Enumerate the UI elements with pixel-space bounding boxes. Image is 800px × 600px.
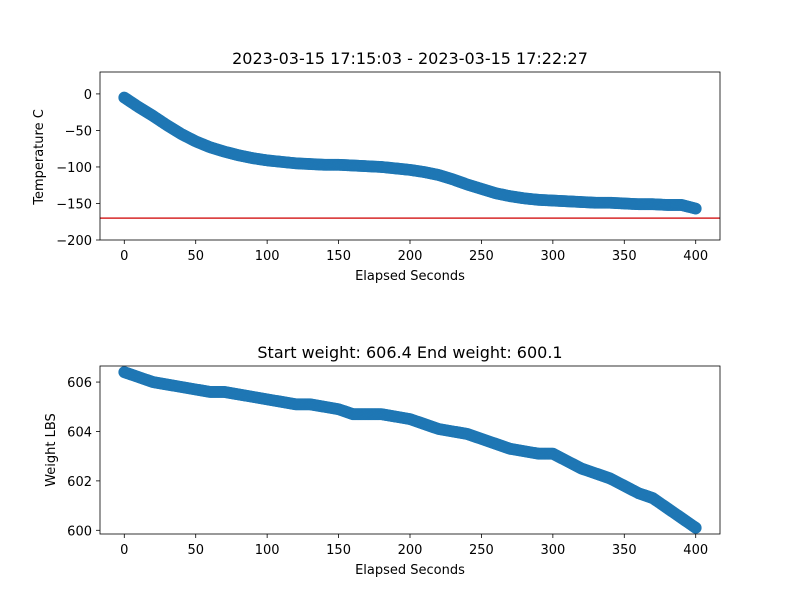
y-tick-label: 604	[67, 425, 92, 440]
weight-markers	[118, 366, 702, 534]
weight-plot: Start weight: 606.4 End weight: 600.1 El…	[44, 343, 721, 578]
x-tick-label: 250	[469, 249, 494, 264]
x-tick-label: 250	[469, 543, 494, 558]
x-tick-label: 100	[255, 249, 280, 264]
x-tick-label: 150	[326, 543, 351, 558]
x-tick-label: 400	[683, 249, 708, 264]
x-tick-label: 350	[612, 543, 637, 558]
x-tick-label: 400	[683, 543, 708, 558]
y-tick-label: −100	[56, 161, 92, 176]
x-tick-label: 50	[187, 543, 204, 558]
data-point	[689, 202, 702, 215]
temperature-markers	[118, 91, 702, 215]
x-tick-label: 0	[120, 249, 128, 264]
x-tick-label: 300	[540, 249, 565, 264]
temperature-plot-frame	[99, 71, 721, 241]
data-point	[689, 521, 702, 534]
weight-y-axis-label: Weight LBS	[44, 413, 59, 487]
y-tick-label: −50	[65, 124, 92, 139]
temperature-plot: 2023-03-15 17:15:03 - 2023-03-15 17:22:2…	[32, 49, 721, 284]
x-tick-label: 350	[612, 249, 637, 264]
x-tick-label: 0	[120, 543, 128, 558]
weight-x-axis-label: Elapsed Seconds	[355, 563, 465, 578]
temperature-y-axis-label: Temperature C	[32, 109, 47, 206]
x-tick-label: 150	[326, 249, 351, 264]
x-tick-label: 300	[540, 543, 565, 558]
x-tick-label: 200	[398, 249, 423, 264]
y-tick-label: 600	[67, 524, 92, 539]
y-tick-label: −200	[56, 234, 92, 249]
y-tick-label: 0	[84, 88, 92, 103]
temperature-plot-title: 2023-03-15 17:15:03 - 2023-03-15 17:22:2…	[232, 49, 588, 68]
temperature-x-axis-label: Elapsed Seconds	[355, 269, 465, 284]
y-tick-label: 602	[67, 475, 92, 490]
x-tick-label: 100	[255, 543, 280, 558]
y-tick-label: 606	[67, 376, 92, 391]
x-tick-label: 50	[187, 249, 204, 264]
x-tick-label: 200	[398, 543, 423, 558]
y-tick-label: −150	[56, 197, 92, 212]
weight-plot-title: Start weight: 606.4 End weight: 600.1	[257, 343, 562, 362]
